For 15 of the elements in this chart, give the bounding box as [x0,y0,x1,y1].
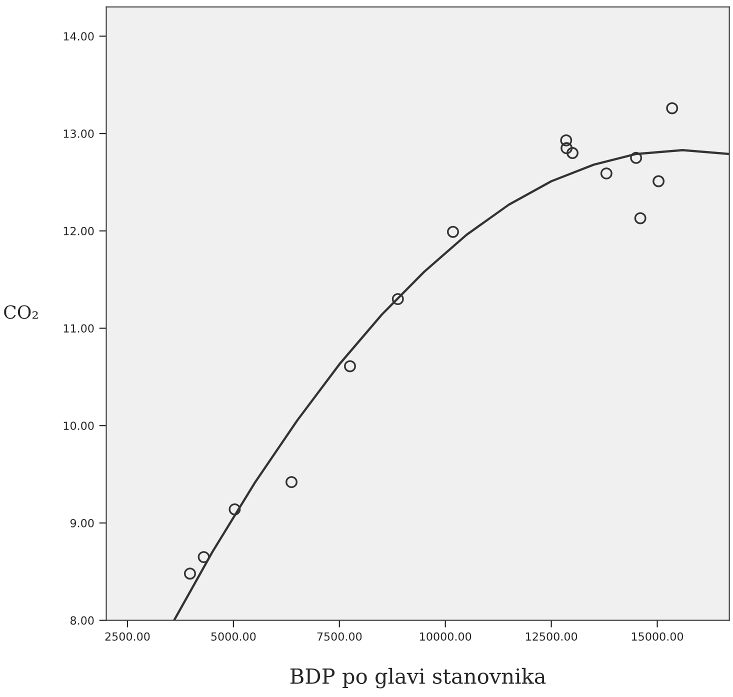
x-tick-label: 7500.00 [317,632,362,641]
y-tick-label: 14.00 [64,32,94,41]
y-tick-label: 10.00 [64,422,94,430]
y-tick-label: 12.00 [64,226,94,236]
x-tick-label: 2500.00 [105,632,150,641]
y-tick-label: 11.00 [64,324,94,333]
x-tick-label: 15000.00 [632,632,684,641]
x-tick-label: 5000.00 [211,632,256,641]
y-axis-title: CO₂ [4,305,38,319]
x-tick-label: 10000.00 [420,632,472,641]
y-tick-label: 13.00 [64,130,94,138]
y-tick-label: 8.00 [70,616,94,625]
y-tick-label: 9.00 [70,518,94,528]
x-axis-title: BDP po glavi stanovnika [290,668,546,688]
x-tick-label: 12500.00 [526,632,578,641]
